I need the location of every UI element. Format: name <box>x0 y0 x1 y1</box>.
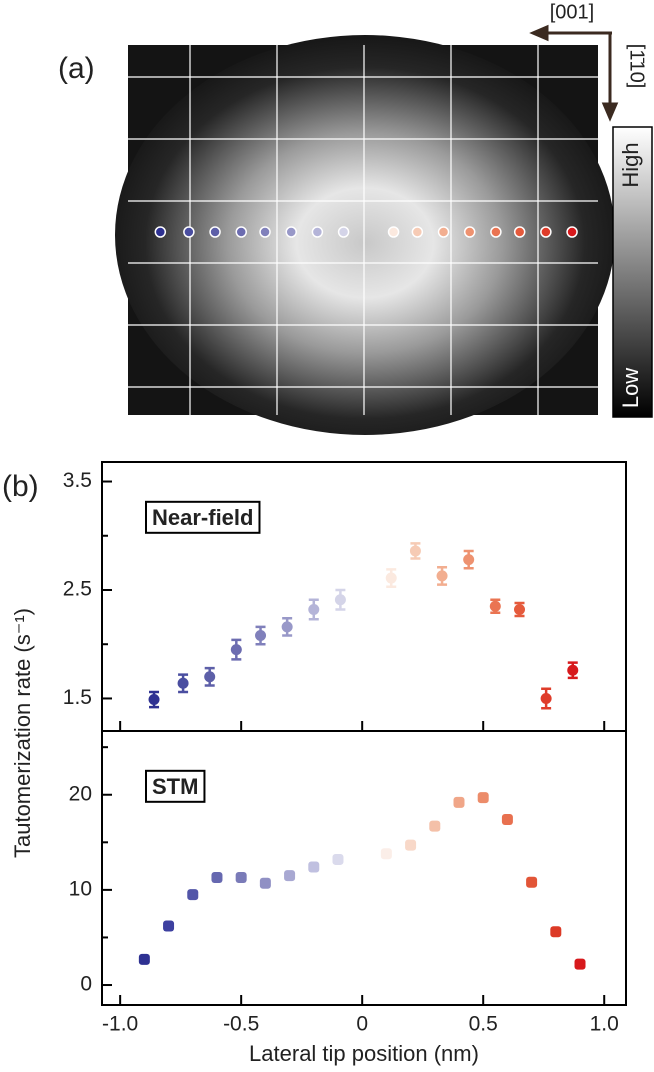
y-tick-label: 3.5 <box>63 469 92 492</box>
data-point <box>177 677 189 689</box>
x-tick-label: 0 <box>356 1013 368 1036</box>
data-point <box>281 621 293 633</box>
y-tick-label: 10 <box>69 877 92 900</box>
data-point <box>409 545 421 557</box>
data-point <box>540 692 552 704</box>
x-tick-label: 0.5 <box>469 1013 498 1036</box>
data-point <box>308 604 320 616</box>
data-point <box>284 870 296 882</box>
x-tick-label: -0.5 <box>223 1013 259 1036</box>
data-point <box>574 958 586 970</box>
y-axis-label: Tautomerization rate (s⁻¹) <box>10 608 35 858</box>
data-point <box>211 872 223 884</box>
data-point <box>255 630 267 642</box>
data-point <box>187 889 199 901</box>
colorbar-label: Low <box>618 368 643 408</box>
colorbar-label: High <box>618 142 643 187</box>
tip-position-marker <box>566 226 578 238</box>
tip-position-marker <box>154 226 167 238</box>
data-point <box>332 853 344 865</box>
tip-position-marker <box>387 226 400 238</box>
data-point <box>230 644 242 656</box>
series-label: Near-field <box>152 505 253 530</box>
series-label-box <box>145 769 206 803</box>
molecule-image <box>115 35 615 435</box>
data-point <box>453 796 465 808</box>
data-point <box>463 554 475 566</box>
series-label: STM <box>152 774 198 799</box>
data-point <box>163 920 175 932</box>
y-tick-label: 1.5 <box>63 686 92 709</box>
series-label-box <box>145 500 261 534</box>
tip-position-marker <box>259 226 271 238</box>
y-tick-label: 20 <box>69 782 92 805</box>
data-point <box>550 926 562 938</box>
data-point <box>380 848 392 860</box>
tip-position-marker <box>285 226 297 238</box>
tip-position-marker <box>311 226 324 238</box>
data-point <box>204 671 216 683</box>
direction-label: [001] <box>550 1 594 23</box>
data-point <box>308 861 320 873</box>
tip-position-marker <box>463 226 476 238</box>
data-point <box>567 664 579 676</box>
data-point <box>235 872 247 884</box>
panel-label: (b) <box>2 470 39 503</box>
data-point <box>526 876 538 888</box>
data-point <box>138 953 150 965</box>
data-point <box>148 694 160 706</box>
panel-label: (a) <box>58 52 95 85</box>
y-tick-label: 0 <box>80 973 92 996</box>
colorbar <box>612 126 653 418</box>
x-tick-label: 1.0 <box>590 1013 619 1036</box>
data-point <box>477 792 489 804</box>
tip-position-marker <box>183 226 195 238</box>
data-point <box>514 604 526 616</box>
tip-position-marker <box>437 226 450 238</box>
data-point <box>501 813 513 825</box>
tip-position-marker <box>337 226 350 238</box>
direction-arrows <box>529 24 619 122</box>
data-point <box>429 820 441 832</box>
tip-position-marker <box>540 226 552 238</box>
data-point <box>259 877 271 889</box>
data-point <box>436 570 448 582</box>
data-point <box>334 594 346 606</box>
data-point <box>385 572 397 584</box>
tip-position-marker <box>490 226 502 238</box>
direction-label: [1̄10] <box>626 44 648 88</box>
data-point <box>489 600 501 612</box>
x-tick-label: -1.0 <box>102 1013 138 1036</box>
tip-position-marker <box>513 226 526 238</box>
plot-frame <box>101 730 627 1006</box>
data-point <box>405 839 417 851</box>
y-tick-label: 2.5 <box>63 578 92 601</box>
tip-position-marker <box>235 226 247 238</box>
x-axis-label: Lateral tip position (nm) <box>249 1041 479 1066</box>
tip-position-marker <box>411 226 424 238</box>
tip-position-marker <box>209 226 221 238</box>
